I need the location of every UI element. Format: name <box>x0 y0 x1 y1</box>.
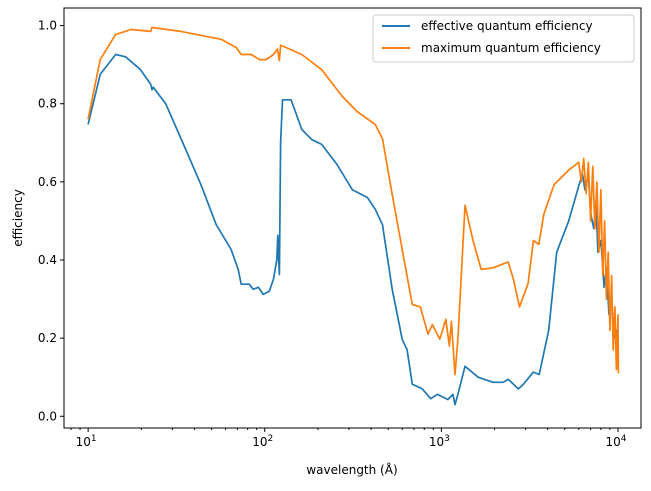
x-tick-label: 103 <box>429 434 450 449</box>
legend-label-effective: effective quantum efficiency <box>421 19 593 33</box>
legend: effective quantum efficiency maximum qua… <box>372 14 635 63</box>
axes-frame <box>63 7 642 429</box>
legend-label-maximum: maximum quantum efficiency <box>421 41 601 55</box>
y-tick-label: 0.6 <box>38 175 57 189</box>
y-tick-label: 1.0 <box>38 19 57 33</box>
legend-box <box>372 14 635 63</box>
tick-layer: 101 102 103 104 0.0 0.2 0.4 0.6 0.8 1.0 <box>38 19 627 449</box>
series-layer <box>87 26 620 406</box>
y-tick-label: 0.8 <box>38 97 57 111</box>
x-tick-label: 104 <box>605 434 626 449</box>
x-axis-label: wavelength (Å) <box>306 462 397 477</box>
x-tick-label: 101 <box>76 434 97 449</box>
y-axis-label: efficiency <box>11 189 25 247</box>
y-tick-label: 0.4 <box>38 253 57 267</box>
series-line-maximum <box>87 26 620 376</box>
y-tick-label: 0.2 <box>38 331 57 345</box>
x-tick-label: 102 <box>252 434 273 449</box>
y-tick-label: 0.0 <box>38 409 57 423</box>
